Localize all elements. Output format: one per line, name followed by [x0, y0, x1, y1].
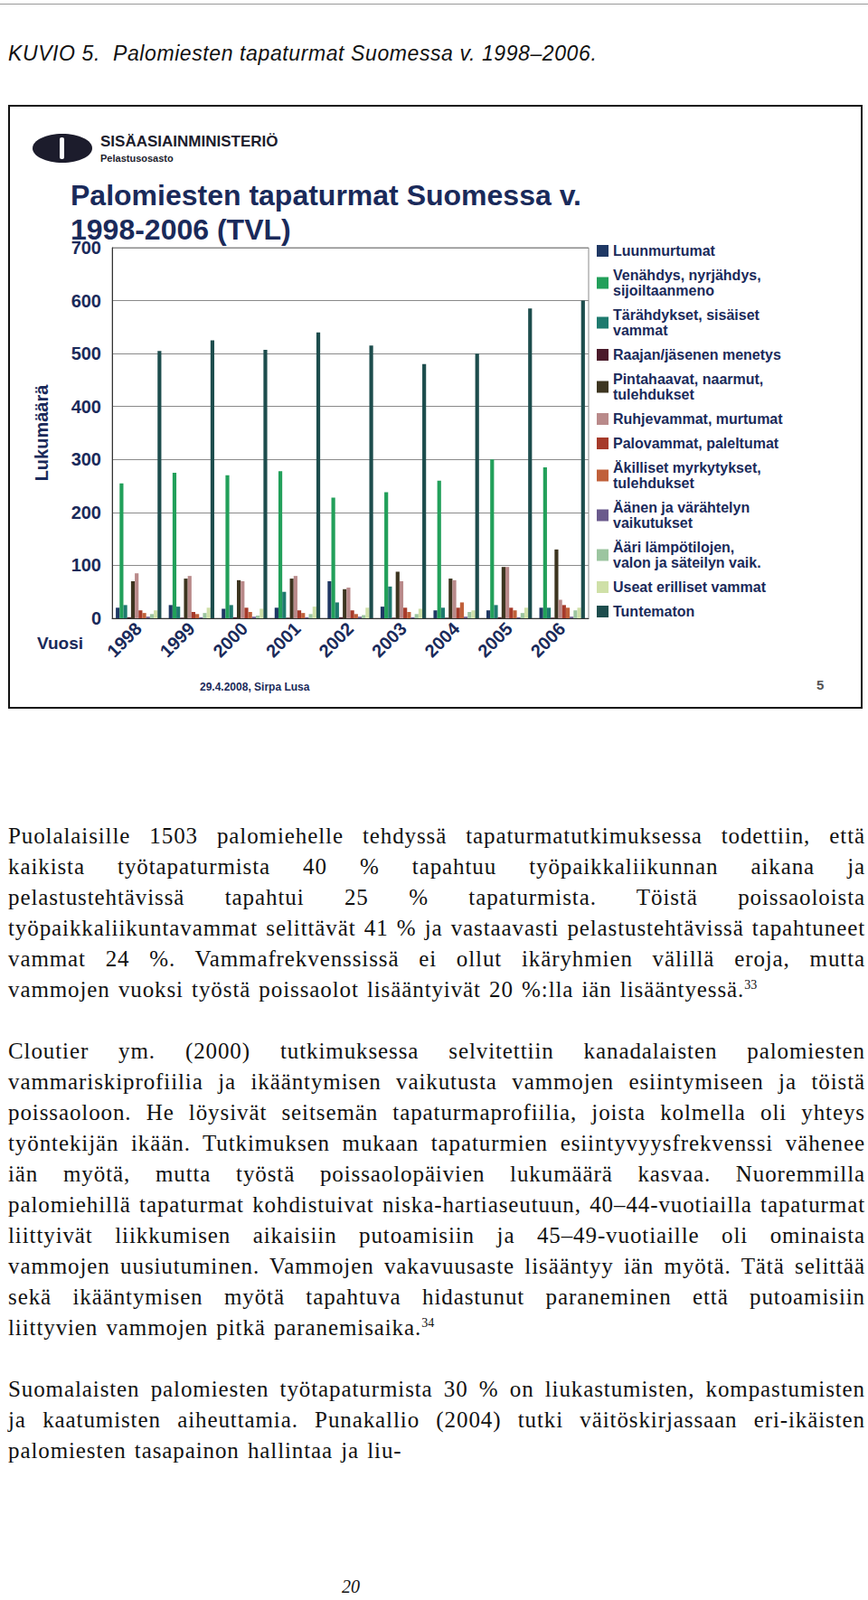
svg-text:5: 5: [816, 677, 824, 693]
svg-text:Tuntematon: Tuntematon: [613, 603, 695, 620]
html-text:Puolalaisille 1503 palomiehell: Puolalaisille 1503 palomiehelle tehdyssä…: [8, 823, 866, 1002]
html-text:KUVIO 5.: KUVIO 5.: [8, 41, 101, 66]
svg-text:valon ja säteilyn vaik.: valon ja säteilyn vaik.: [613, 555, 762, 571]
svg-text:2003: 2003: [367, 618, 411, 661]
svg-text:2005: 2005: [473, 618, 517, 661]
svg-text:2000: 2000: [208, 618, 252, 661]
svg-text:Pelastusosasto: Pelastusosasto: [100, 152, 174, 164]
svg-text:1998-2006 (TVL): 1998-2006 (TVL): [70, 213, 292, 246]
svg-text:vaikutukset: vaikutukset: [613, 515, 694, 531]
svg-text:Raajan/jäsenen menetys: Raajan/jäsenen menetys: [613, 347, 782, 363]
svg-text:2001: 2001: [262, 618, 305, 661]
svg-text:2002: 2002: [314, 618, 358, 661]
svg-text:400: 400: [71, 396, 102, 417]
svg-text:700: 700: [71, 237, 102, 258]
svg-text:Ääri lämpötilojen,: Ääri lämpötilojen,: [613, 539, 739, 556]
svg-text:Lukumäärä: Lukumäärä: [31, 384, 52, 482]
svg-text:2004: 2004: [420, 618, 463, 661]
svg-text:Useat erilliset vammat: Useat erilliset vammat: [613, 579, 767, 595]
svg-text:vammat: vammat: [613, 322, 669, 339]
svg-text:sijoiltaanmeno: sijoiltaanmeno: [613, 283, 715, 299]
svg-text:600: 600: [71, 291, 102, 312]
svg-text:200: 200: [71, 502, 102, 523]
svg-text:SISÄASIAINMINISTERIÖ: SISÄASIAINMINISTERIÖ: [100, 132, 278, 151]
html-text:Suomalaisten palomiesten työta: Suomalaisten palomiesten työtapaturmista…: [8, 1377, 866, 1463]
svg-text:100: 100: [71, 555, 102, 576]
svg-text:29.4.2008, Sirpa Lusa: 29.4.2008, Sirpa Lusa: [199, 680, 311, 694]
svg-text:Tärähdykset, sisäiset: Tärähdykset, sisäiset: [613, 307, 764, 323]
svg-text:Venähdys, nyrjähdys,: Venähdys, nyrjähdys,: [613, 267, 765, 284]
html-text:Palomiesten tapaturmat Suomess: Palomiesten tapaturmat Suomessa v. 1998–…: [113, 41, 598, 66]
svg-text:Palomiesten tapaturmat Suomess: Palomiesten tapaturmat Suomessa v.: [70, 179, 590, 212]
svg-text:500: 500: [71, 343, 102, 364]
svg-text:0: 0: [91, 608, 102, 629]
svg-text:1999: 1999: [156, 618, 199, 661]
svg-text:Ruhjevammat, murtumat: Ruhjevammat, murtumat: [613, 411, 784, 427]
svg-text:Pintahaavat, naarmut,: Pintahaavat, naarmut,: [613, 371, 768, 387]
svg-text:Luunmurtumat: Luunmurtumat: [613, 243, 717, 259]
svg-text:1998: 1998: [103, 618, 146, 661]
html-text:20: 20: [341, 1576, 360, 1597]
svg-text:Palovammat, paleltumat: Palovammat, paleltumat: [613, 435, 780, 452]
svg-text:tulehdukset: tulehdukset: [613, 475, 695, 491]
svg-text:300: 300: [71, 449, 102, 470]
svg-text:Äkilliset myrkytykset,: Äkilliset myrkytykset,: [613, 460, 765, 476]
svg-text:2006: 2006: [526, 618, 569, 661]
svg-text:Äänen ja värähtelyn: Äänen ja värähtelyn: [613, 500, 755, 516]
svg-text:tulehdukset: tulehdukset: [613, 386, 695, 403]
html-text:Cloutier ym. (2000) tutkimukse: Cloutier ym. (2000) tutkimuksessa selvit…: [8, 1038, 866, 1340]
svg-text:Vuosi: Vuosi: [37, 633, 84, 653]
